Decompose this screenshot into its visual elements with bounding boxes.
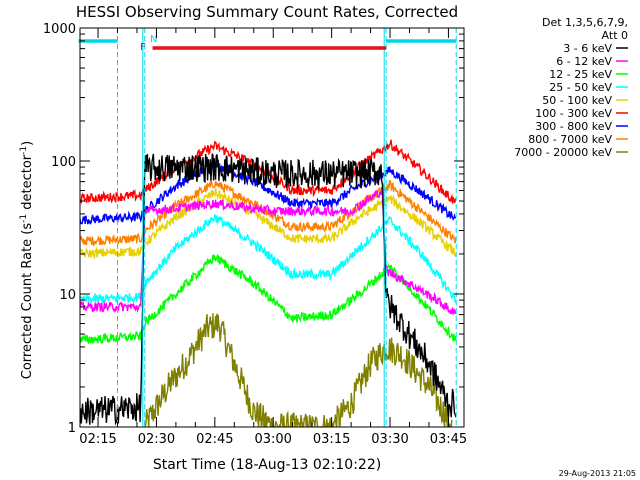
legend-label: 50 - 100 keV [542,94,612,107]
legend-label: 3 - 6 keV [563,42,612,55]
x-tick-label: 02:30 [138,432,175,447]
legend-label: 12 - 25 keV [549,68,612,81]
legend-label: 7000 - 20000 keV [514,146,612,159]
y-label-mid: detector [20,154,35,214]
plot-area: FN [78,28,457,427]
svg-text:Corrected Count Rate (s-1 dete: Corrected Count Rate (s-1 detector-1) [19,141,35,379]
y-tick-label: 1000 [43,22,76,37]
y-label-sup1: -1 [19,214,29,223]
flag-label: F [140,42,146,53]
x-tick-label: 02:45 [196,432,233,447]
series-line [80,153,457,426]
chart-title: HESSI Observing Summary Count Rates, Cor… [76,3,458,21]
plot-frame [79,27,465,428]
series-group [80,139,457,427]
x-tick-label: 03:15 [313,432,350,447]
y-label-end: ) [20,141,35,146]
series-line [80,253,457,345]
y-tick-label: 1 [68,421,76,436]
axes: 1 10 100 1000 02:15 02:30 02:45 03:00 03:15 03:30… [43,22,467,447]
series-line [80,158,457,225]
x-tick-label: 02:15 [79,432,116,447]
flag-label: N [150,34,157,45]
y-axis-label: Corrected Count Rate (s-1 detector-1) [19,141,35,379]
legend-label: 300 - 800 keV [535,120,612,133]
legend-label: 100 - 300 keV [535,107,612,120]
series-line [144,313,453,427]
x-axis-label: Start Time (18-Aug-13 02:10:22) [153,457,381,473]
legend-label: 25 - 50 keV [549,81,612,94]
legend-label: 6 - 12 keV [556,55,612,68]
series-line [80,186,457,315]
y-label-main: Corrected Count Rate (s [20,223,35,380]
timestamp: 29-Aug-2013 21:05 [559,469,636,478]
legend-header: Att 0 [602,29,628,42]
series-line [80,214,457,304]
y-tick-label: 100 [51,155,76,170]
x-tick-label: 03:30 [371,432,408,447]
series-line [80,188,457,260]
y-label-sup2: -1 [19,146,29,155]
series-line [80,180,457,248]
y-tick-label: 10 [59,288,76,303]
legend-label: 800 - 7000 keV [528,133,612,146]
x-tick-label: 03:45 [430,432,467,447]
legend-header: Det 1,3,5,6,7,9, [542,16,628,29]
x-tick-label: 03:00 [254,432,291,447]
